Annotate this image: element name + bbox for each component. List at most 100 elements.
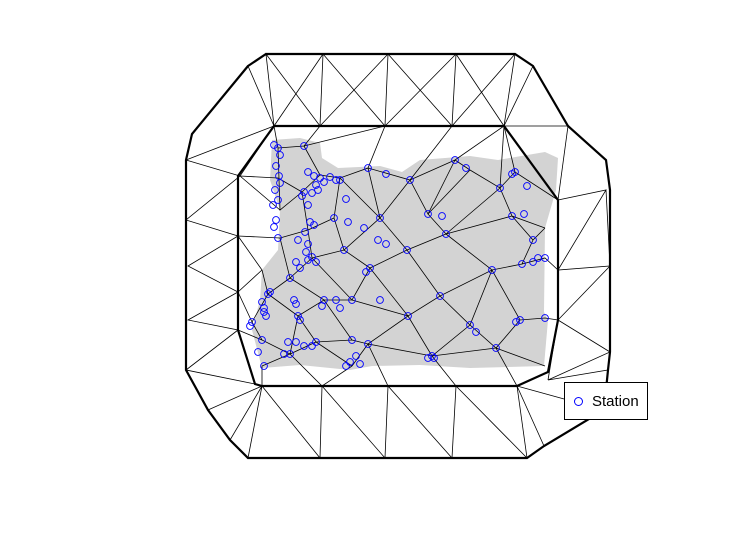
- station-marker: [312, 181, 320, 189]
- station-marker: [332, 296, 340, 304]
- station-marker: [296, 264, 304, 272]
- station-marker: [300, 188, 308, 196]
- station-marker: [541, 314, 549, 322]
- station-marker: [318, 302, 326, 310]
- station-marker: [366, 264, 374, 272]
- station-marker: [424, 210, 432, 218]
- station-marker: [364, 164, 372, 172]
- station-marker: [320, 178, 328, 186]
- station-marker: [260, 304, 268, 312]
- station-marker: [362, 268, 370, 276]
- station-marker: [262, 312, 270, 320]
- station-marker: [292, 338, 300, 346]
- station-marker: [266, 288, 274, 296]
- station-marker: [284, 338, 292, 346]
- station-marker: [286, 274, 294, 282]
- station-marker: [404, 312, 412, 320]
- region-shape: [252, 138, 558, 370]
- station-marker: [424, 354, 432, 362]
- station-marker: [376, 296, 384, 304]
- station-marker: [254, 348, 262, 356]
- station-marker: [272, 216, 280, 224]
- station-marker: [270, 223, 278, 231]
- station-marker: [302, 248, 310, 256]
- station-marker: [304, 256, 312, 264]
- station-marker: [312, 258, 320, 266]
- station-marker: [376, 214, 384, 222]
- station-marker: [294, 312, 302, 320]
- station-marker: [466, 321, 474, 329]
- station-marker: [308, 342, 316, 350]
- station-marker: [270, 141, 278, 149]
- station-marker: [248, 318, 256, 326]
- station-marker: [488, 266, 496, 274]
- station-marker: [336, 176, 344, 184]
- station-marker: [382, 240, 390, 248]
- station-marker: [360, 224, 368, 232]
- station-marker: [272, 162, 280, 170]
- station-marker: [292, 300, 300, 308]
- station-marker: [356, 360, 364, 368]
- station-marker: [512, 318, 520, 326]
- station-circle-icon: [574, 397, 583, 406]
- station-marker: [346, 358, 354, 366]
- station-marker: [348, 336, 356, 344]
- station-marker: [280, 350, 288, 358]
- station-marker: [336, 304, 344, 312]
- station-marker: [260, 362, 268, 370]
- station-marker: [382, 170, 390, 178]
- station-marker: [352, 352, 360, 360]
- station-marker: [301, 228, 309, 236]
- station-marker: [294, 236, 302, 244]
- station-marker: [271, 186, 279, 194]
- station-marker: [246, 322, 254, 330]
- station-marker: [292, 258, 300, 266]
- station-marker: [312, 338, 320, 346]
- station-marker: [529, 258, 537, 266]
- station-marker: [332, 176, 340, 184]
- station-marker: [436, 292, 444, 300]
- station-marker: [342, 195, 350, 203]
- station-marker: [276, 179, 284, 187]
- station-marker: [330, 214, 338, 222]
- station-marker: [516, 316, 524, 324]
- station-marker: [348, 296, 356, 304]
- legend: Station: [564, 382, 648, 420]
- station-marker: [316, 174, 324, 182]
- station-marker: [308, 189, 316, 197]
- station-marker: [344, 218, 352, 226]
- station-marker: [304, 201, 312, 209]
- station-marker: [518, 260, 526, 268]
- station-marker: [274, 234, 282, 242]
- station-marker: [541, 254, 549, 262]
- station-marker: [364, 340, 372, 348]
- station-marker: [290, 296, 298, 304]
- inner-boundary: [236, 124, 560, 388]
- station-marker: [276, 151, 284, 159]
- station-marker: [296, 316, 304, 324]
- station-marker: [451, 156, 459, 164]
- mesh-edges: [185, 52, 612, 460]
- station-marker: [508, 212, 516, 220]
- station-marker: [472, 328, 480, 336]
- station-marker: [310, 221, 318, 229]
- station-marker: [520, 210, 528, 218]
- station-marker: [300, 342, 308, 350]
- station-marker: [274, 196, 282, 204]
- station-marker: [428, 352, 436, 360]
- legend-label: Station: [592, 393, 639, 410]
- station-marker: [442, 230, 450, 238]
- station-marker: [304, 168, 312, 176]
- station-marker: [511, 168, 519, 176]
- station-marker: [342, 362, 350, 370]
- station-marker: [406, 176, 414, 184]
- station-marker: [264, 290, 272, 298]
- station-marker: [286, 350, 294, 358]
- station-marker: [523, 182, 531, 190]
- station-marker: [326, 173, 334, 181]
- station-marker: [314, 186, 322, 194]
- station-marker: [260, 308, 268, 316]
- station-marker: [403, 246, 411, 254]
- station-points: [246, 141, 549, 370]
